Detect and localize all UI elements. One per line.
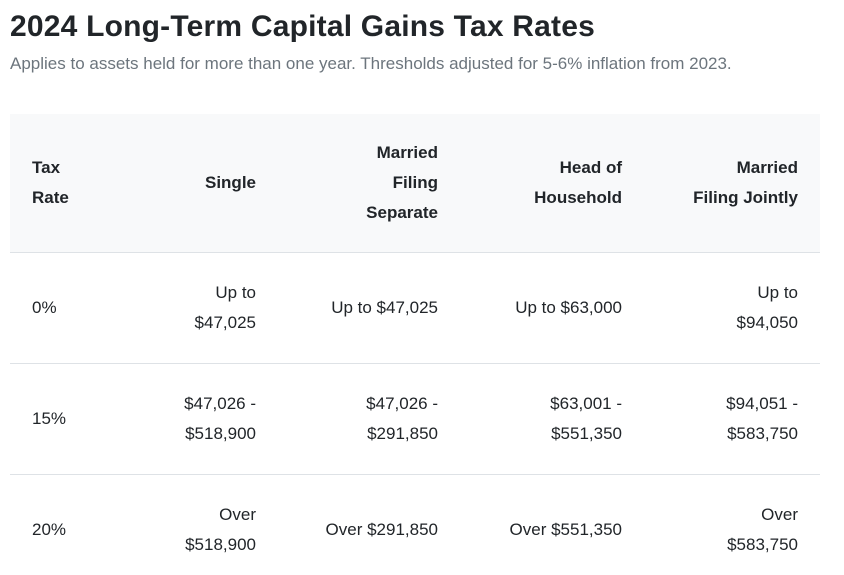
table-row-15-percent: 15% $47,026 - $518,900 $47,026 - $291,85… xyxy=(10,363,820,475)
cell-single: Over $518,900 xyxy=(130,474,278,575)
cell-head-of-household: $63,001 - $551,350 xyxy=(460,363,644,475)
column-header-head-of-household: Head of Household xyxy=(460,114,644,253)
cell-head-of-household: Over $551,350 xyxy=(460,474,644,575)
cell-married-filing-jointly: Over $583,750 xyxy=(644,474,820,575)
cell-head-of-household: Up to $63,000 xyxy=(460,252,644,364)
table-row-20-percent: 20% Over $518,900 Over $291,850 Over $55… xyxy=(10,474,820,575)
table-header-row: Tax Rate Single Married Filing Separate … xyxy=(10,114,820,253)
page-title: 2024 Long-Term Capital Gains Tax Rates xyxy=(10,10,595,43)
tax-rates-table: Tax Rate Single Married Filing Separate … xyxy=(10,114,820,575)
column-header-married-filing-jointly: Married Filing Jointly xyxy=(644,114,820,253)
column-header-married-filing-separate: Married Filing Separate xyxy=(278,114,460,253)
column-header-tax-rate: Tax Rate xyxy=(10,114,130,253)
cell-tax-rate: 20% xyxy=(10,474,130,575)
cell-single: Up to $47,025 xyxy=(130,252,278,364)
cell-married-filing-jointly: $94,051 - $583,750 xyxy=(644,363,820,475)
cell-tax-rate: 0% xyxy=(10,252,130,364)
cell-single: $47,026 - $518,900 xyxy=(130,363,278,475)
page-subtitle: Applies to assets held for more than one… xyxy=(10,54,732,73)
cell-married-filing-jointly: Up to $94,050 xyxy=(644,252,820,364)
cell-married-filing-separate: Up to $47,025 xyxy=(278,252,460,364)
column-header-single: Single xyxy=(130,114,278,253)
table-row-0-percent: 0% Up to $47,025 Up to $47,025 Up to $63… xyxy=(10,252,820,364)
cell-married-filing-separate: Over $291,850 xyxy=(278,474,460,575)
cell-tax-rate: 15% xyxy=(10,363,130,475)
cell-married-filing-separate: $47,026 - $291,850 xyxy=(278,363,460,475)
